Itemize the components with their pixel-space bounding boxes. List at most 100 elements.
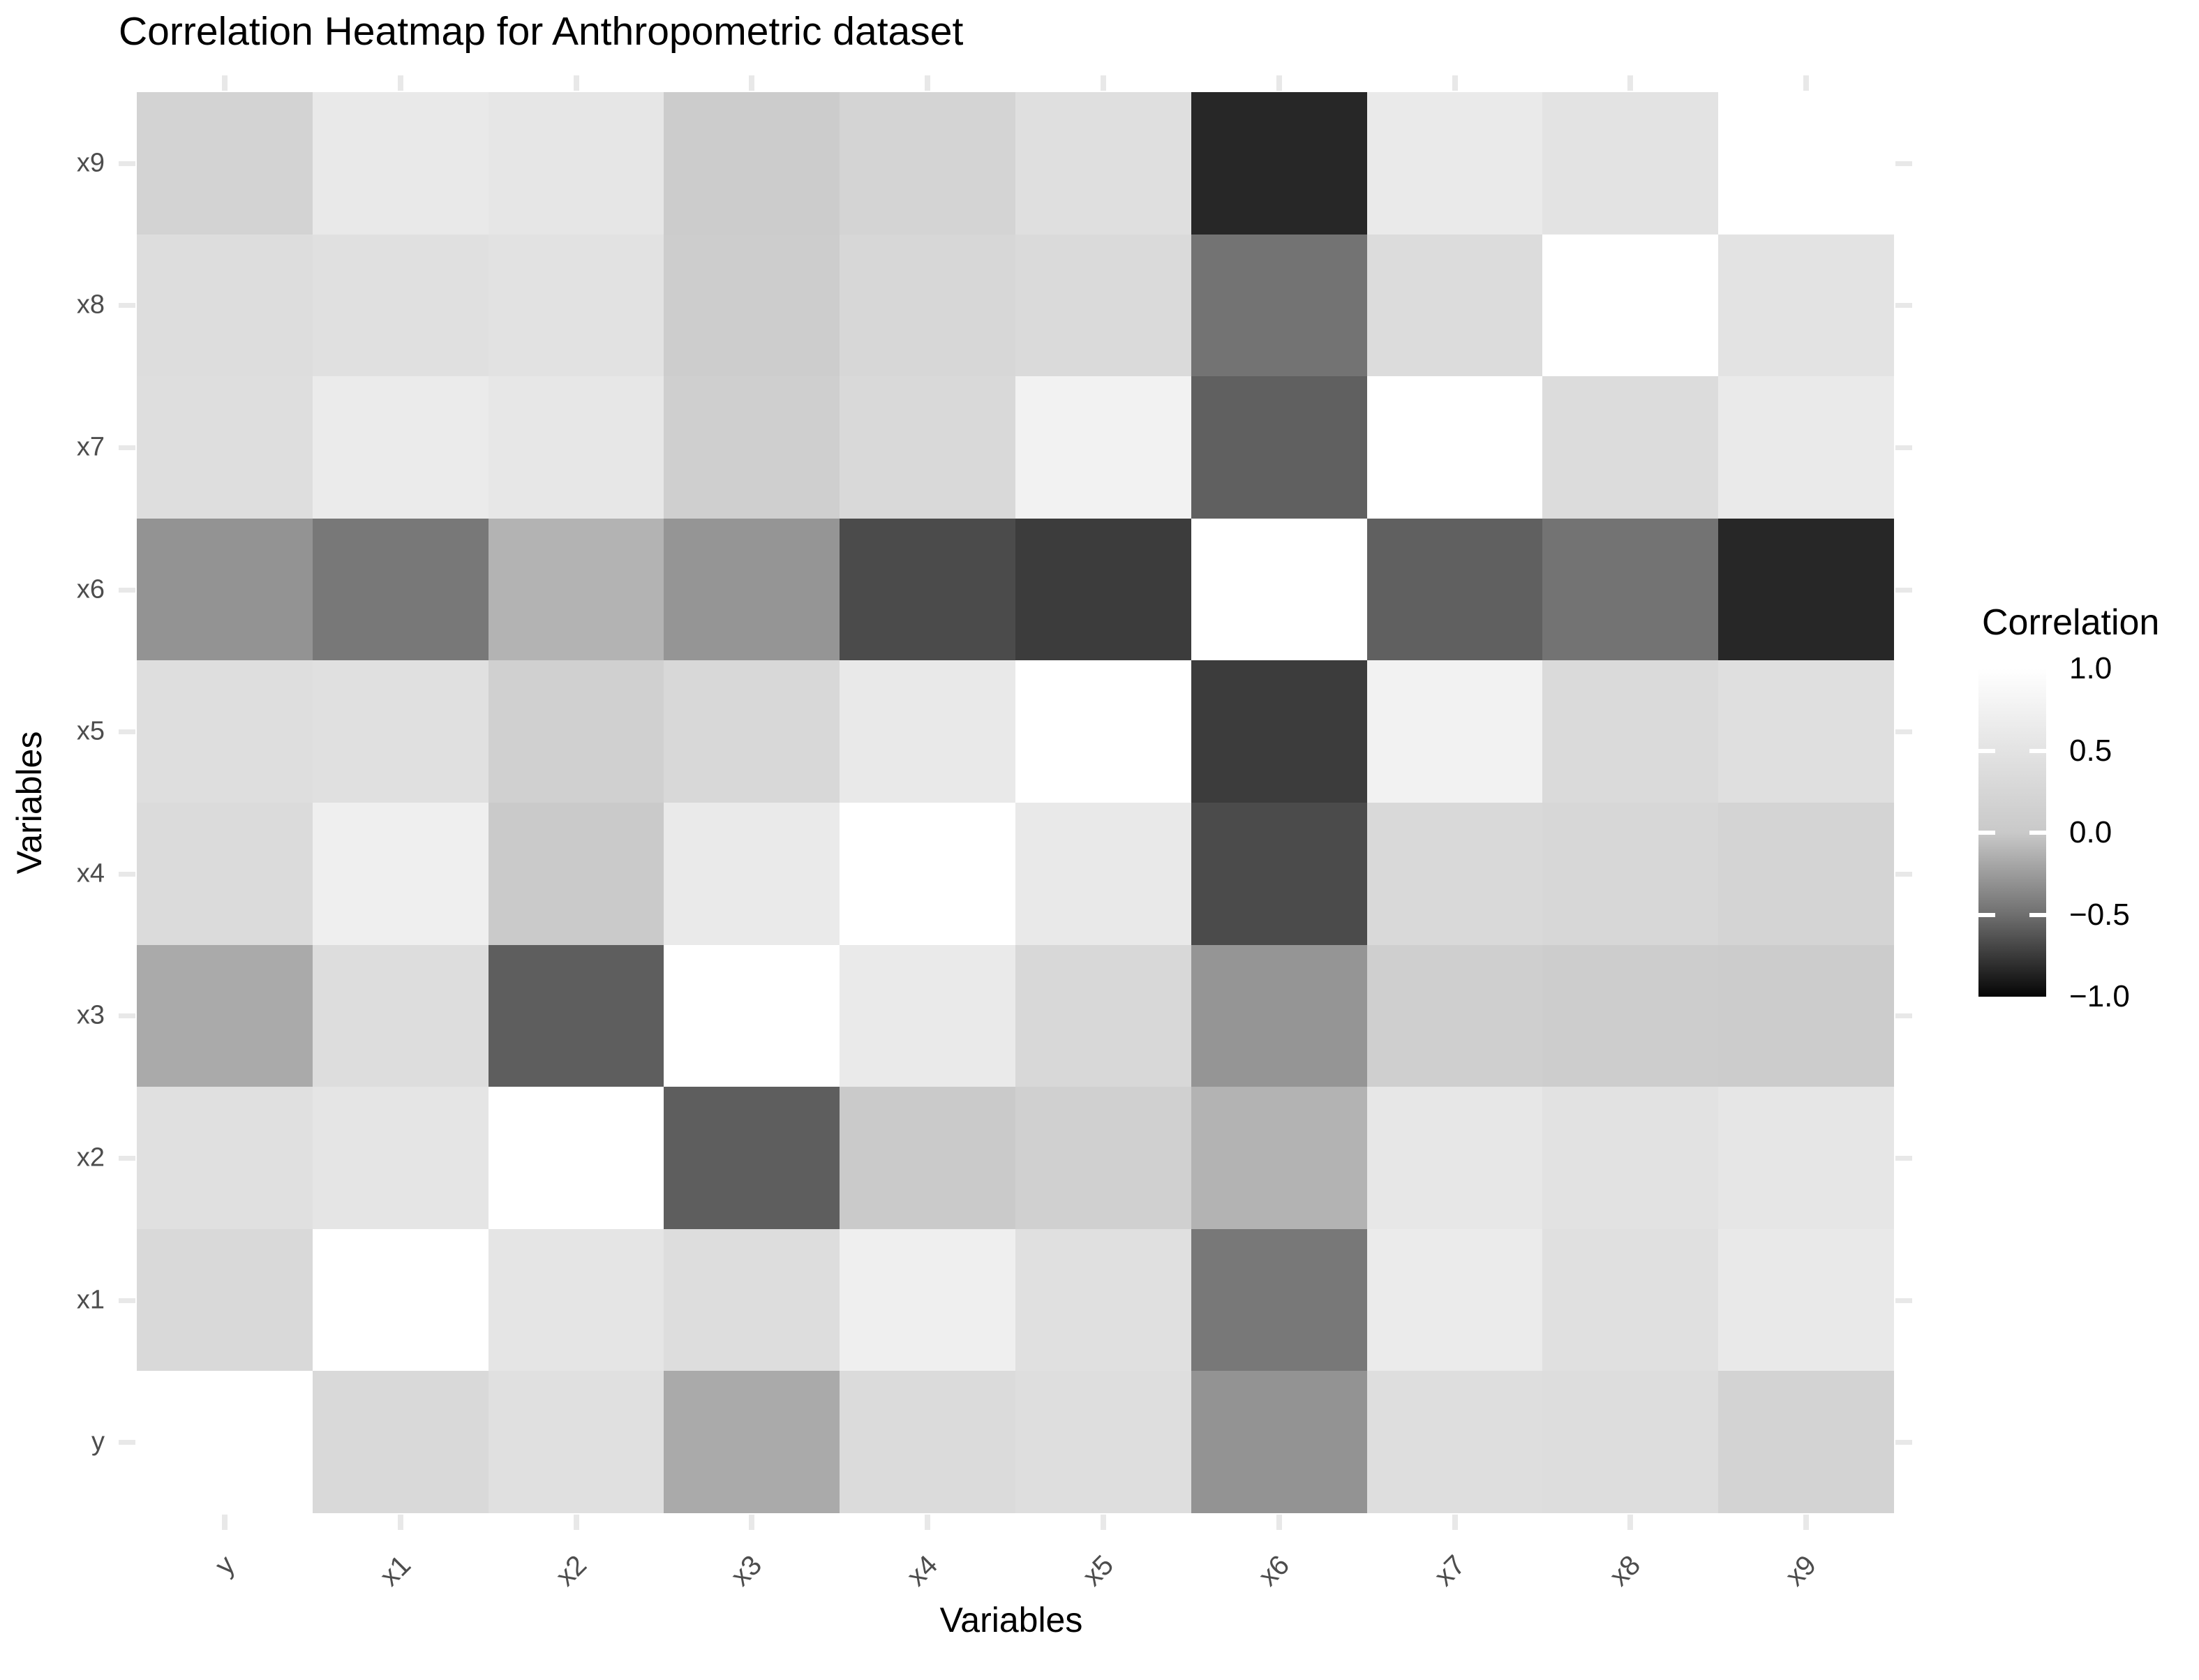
heatmap-cell — [1542, 92, 1719, 235]
axis-tick — [1627, 1515, 1634, 1530]
heatmap-cell — [1718, 660, 1894, 803]
heatmap-cell — [1015, 803, 1191, 945]
heatmap-cell — [1542, 944, 1719, 1087]
axis-tick — [1100, 75, 1106, 91]
heatmap-cell — [1366, 234, 1543, 377]
heatmap-cell — [1366, 518, 1543, 661]
heatmap-cell — [488, 1087, 664, 1229]
heatmap-cell — [1015, 660, 1191, 803]
heatmap-cell — [137, 1087, 313, 1229]
heatmap-cell — [488, 92, 664, 235]
heatmap-cell — [312, 1228, 489, 1371]
heatmap-cell — [1366, 944, 1543, 1087]
heatmap-cell — [312, 376, 489, 519]
axis-tick — [925, 75, 931, 91]
heatmap-cell — [1366, 92, 1543, 235]
heatmap-cell — [1366, 803, 1543, 945]
y-axis-tick-label: x2 — [76, 1143, 105, 1173]
heatmap-cell — [664, 1371, 840, 1513]
heatmap-cell — [840, 234, 1015, 377]
axis-tick — [1895, 729, 1912, 735]
heatmap-cell — [312, 518, 489, 661]
heatmap-cell — [312, 660, 489, 803]
heatmap-cell — [1191, 92, 1367, 235]
heatmap-cell — [664, 92, 840, 235]
legend-tick-label: −0.5 — [2069, 897, 2130, 932]
axis-tick — [221, 1515, 228, 1530]
heatmap-cell — [1191, 1371, 1367, 1513]
heatmap-cell — [137, 803, 313, 945]
heatmap-cell — [1191, 376, 1367, 519]
heatmap-panel — [137, 92, 1894, 1513]
heatmap-cell — [1542, 518, 1719, 661]
axis-tick — [1803, 1515, 1810, 1530]
heatmap-cell — [488, 803, 664, 945]
heatmap-cell — [312, 803, 489, 945]
heatmap-cell — [312, 1087, 489, 1229]
heatmap-cell — [664, 518, 840, 661]
heatmap-cell — [137, 518, 313, 661]
y-axis-tick-label: y — [91, 1427, 105, 1457]
axis-tick — [119, 871, 135, 877]
axis-tick — [1276, 75, 1282, 91]
heatmap-cell — [840, 1228, 1015, 1371]
legend-tick-label: 0.5 — [2069, 733, 2112, 768]
heatmap-cell — [840, 660, 1015, 803]
legend-tick — [2029, 912, 2046, 917]
heatmap-cell — [664, 803, 840, 945]
heatmap-cell — [1015, 1371, 1191, 1513]
heatmap-cell — [1718, 376, 1894, 519]
heatmap-cell — [488, 376, 664, 519]
heatmap-cell — [840, 376, 1015, 519]
x-axis-tick-label: x1 — [373, 1549, 417, 1592]
heatmap-cell — [1542, 376, 1719, 519]
legend-tick-label: 1.0 — [2069, 651, 2112, 685]
axis-tick — [119, 587, 135, 593]
axis-tick — [119, 1440, 135, 1445]
x-axis-tick-label: x4 — [901, 1549, 944, 1592]
heatmap-cell — [840, 518, 1015, 661]
heatmap-cell — [1015, 1087, 1191, 1229]
heatmap-cell — [1191, 234, 1367, 377]
legend-tick — [2029, 748, 2046, 753]
heatmap-cell — [1718, 944, 1894, 1087]
axis-tick — [119, 1013, 135, 1019]
heatmap-cell — [312, 1371, 489, 1513]
axis-tick — [1100, 1515, 1106, 1530]
x-axis-tick-label: x8 — [1604, 1549, 1647, 1592]
y-axis-title: Variables — [10, 731, 49, 875]
heatmap-cell — [488, 660, 664, 803]
heatmap-cell — [840, 1087, 1015, 1229]
heatmap-cell — [664, 1228, 840, 1371]
heatmap-cell — [664, 660, 840, 803]
axis-tick — [1895, 445, 1912, 450]
heatmap-cell — [1015, 234, 1191, 377]
x-axis-tick-label: x3 — [725, 1549, 768, 1592]
heatmap-cell — [1542, 803, 1719, 945]
heatmap-cell — [840, 1371, 1015, 1513]
heatmap-cell — [137, 944, 313, 1087]
legend-title: Correlation — [1982, 602, 2160, 643]
axis-tick — [1895, 587, 1912, 593]
axis-tick — [119, 303, 135, 309]
legend-gradient-bar — [1978, 669, 2046, 997]
legend-tick — [2029, 831, 2046, 835]
heatmap-cell — [1718, 234, 1894, 377]
y-axis-tick-label: x6 — [76, 574, 105, 604]
heatmap-cell — [664, 234, 840, 377]
heatmap-cell — [1366, 1228, 1543, 1371]
heatmap-cell — [1718, 1371, 1894, 1513]
heatmap-cell — [1015, 376, 1191, 519]
heatmap-cell — [1542, 234, 1719, 377]
heatmap-cell — [312, 92, 489, 235]
axis-tick — [119, 729, 135, 735]
heatmap-cell — [312, 234, 489, 377]
x-axis-tick-label: y — [209, 1549, 241, 1582]
heatmap-cell — [488, 1228, 664, 1371]
heatmap-cell — [1191, 1228, 1367, 1371]
heatmap-cell — [1366, 660, 1543, 803]
legend-tick-label: −1.0 — [2069, 979, 2130, 1013]
heatmap-cell — [488, 234, 664, 377]
axis-tick — [1895, 1013, 1912, 1019]
heatmap-cell — [137, 1371, 313, 1513]
